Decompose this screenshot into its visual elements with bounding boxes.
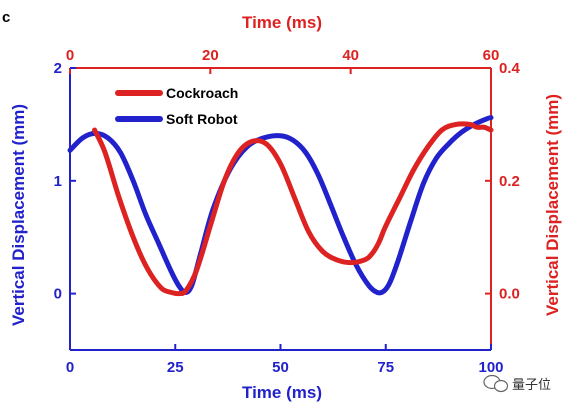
right-tick-label: 0.0 (499, 286, 520, 303)
left-tick-label: 2 (54, 60, 62, 77)
left-axis-title: Vertical Displacement (mm) (9, 104, 28, 326)
watermark: 量子位 (483, 374, 551, 393)
series-line-cockroach (92, 121, 494, 297)
top-tick-label: 0 (66, 47, 74, 64)
right-axis-title: Vertical Displacement (mm) (543, 94, 562, 316)
bottom-axis-title: Time (ms) (242, 383, 322, 402)
bottom-tick-label: 50 (272, 359, 289, 376)
wechat-icon (483, 374, 509, 393)
bottom-tick-label: 100 (478, 359, 503, 376)
bottom-tick-label: 75 (377, 359, 394, 376)
watermark-text: 量子位 (512, 378, 551, 393)
panel-letter: c (2, 9, 10, 26)
top-axis-title: Time (ms) (242, 13, 322, 32)
legend: Cockroach Soft Robot (115, 85, 238, 127)
bottom-tick-label: 0 (66, 359, 74, 376)
left-tick-label: 1 (54, 173, 62, 190)
legend-label-soft-robot: Soft Robot (166, 111, 238, 127)
top-tick-label: 20 (202, 47, 219, 64)
right-tick-label: 0.4 (499, 60, 521, 77)
left-tick-label: 0 (54, 286, 62, 303)
right-tick-label: 0.2 (499, 173, 520, 190)
top-tick-label: 60 (483, 47, 500, 64)
legend-label-cockroach: Cockroach (166, 85, 238, 101)
series-line-soft-robot (67, 115, 494, 296)
bottom-tick-label: 25 (167, 359, 184, 376)
top-tick-label: 40 (342, 47, 359, 64)
